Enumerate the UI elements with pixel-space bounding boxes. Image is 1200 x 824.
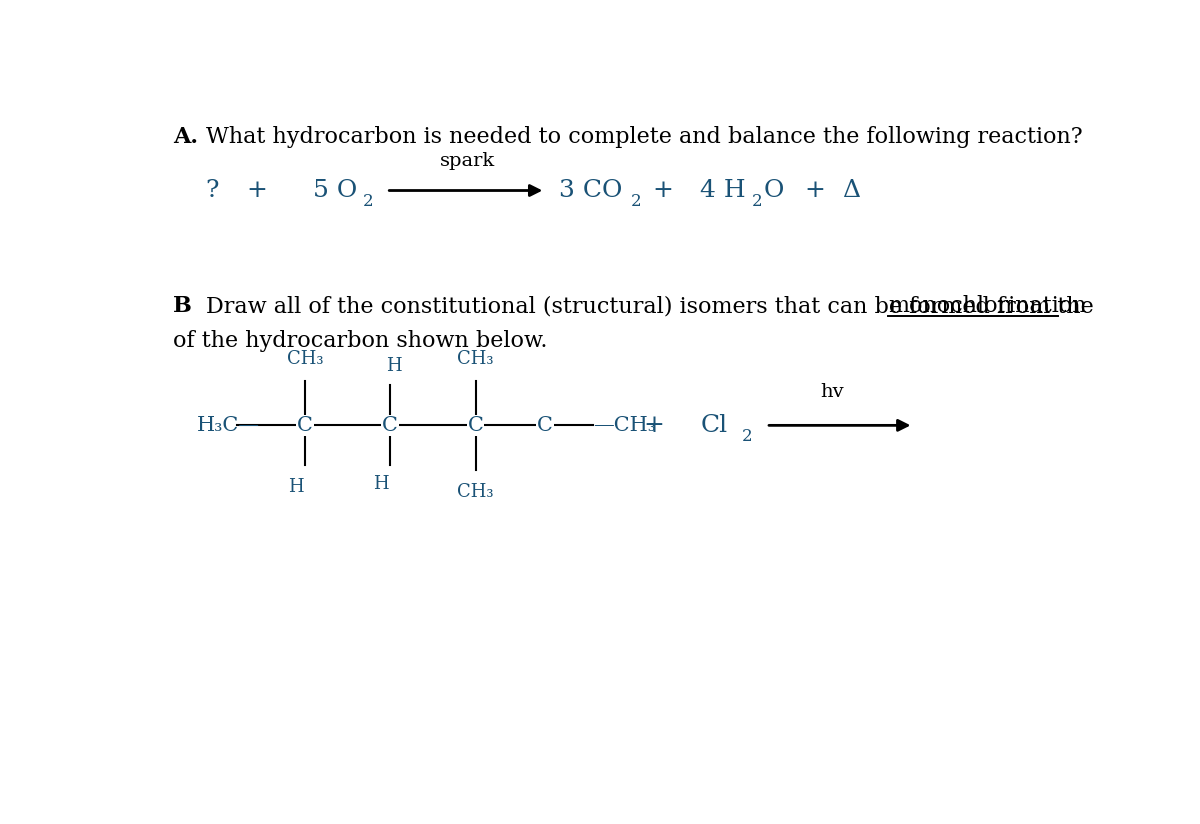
- Text: C: C: [468, 416, 484, 435]
- Text: A.: A.: [173, 125, 198, 147]
- Text: CH₃: CH₃: [457, 349, 493, 368]
- Text: 5 O: 5 O: [313, 179, 358, 202]
- Text: of the hydrocarbon shown below.: of the hydrocarbon shown below.: [173, 330, 547, 352]
- Text: What hydrocarbon is needed to complete and balance the following reaction?: What hydrocarbon is needed to complete a…: [206, 125, 1082, 147]
- Text: 2: 2: [630, 193, 641, 210]
- Text: C: C: [298, 416, 313, 435]
- Text: H: H: [373, 475, 389, 494]
- Text: +: +: [246, 179, 268, 202]
- Text: C: C: [538, 416, 553, 435]
- Text: 2: 2: [742, 428, 752, 445]
- Text: hv: hv: [820, 382, 844, 400]
- Text: 2: 2: [751, 193, 762, 210]
- Text: B: B: [173, 295, 192, 317]
- Text: Δ: Δ: [842, 179, 860, 202]
- Text: 4 H: 4 H: [701, 179, 746, 202]
- Text: monochlorination: monochlorination: [888, 295, 1086, 317]
- Text: spark: spark: [440, 152, 496, 170]
- Text: H: H: [288, 478, 304, 496]
- Text: H₃C—: H₃C—: [197, 416, 259, 435]
- Text: O: O: [763, 179, 784, 202]
- Text: Cl: Cl: [701, 414, 727, 437]
- Text: H: H: [386, 358, 402, 375]
- Text: CH₃: CH₃: [457, 483, 493, 501]
- Text: C: C: [383, 416, 398, 435]
- Text: Draw all of the constitutional (structural) isomers that can be formed from the: Draw all of the constitutional (structur…: [206, 295, 1100, 317]
- Text: 3 CO: 3 CO: [559, 179, 623, 202]
- Text: CH₃: CH₃: [287, 349, 323, 368]
- Text: +: +: [804, 179, 826, 202]
- Text: 2: 2: [362, 193, 373, 210]
- Text: ?: ?: [205, 179, 218, 202]
- Text: —CH₃: —CH₃: [593, 416, 656, 435]
- Text: +: +: [643, 414, 664, 437]
- Text: +: +: [653, 179, 673, 202]
